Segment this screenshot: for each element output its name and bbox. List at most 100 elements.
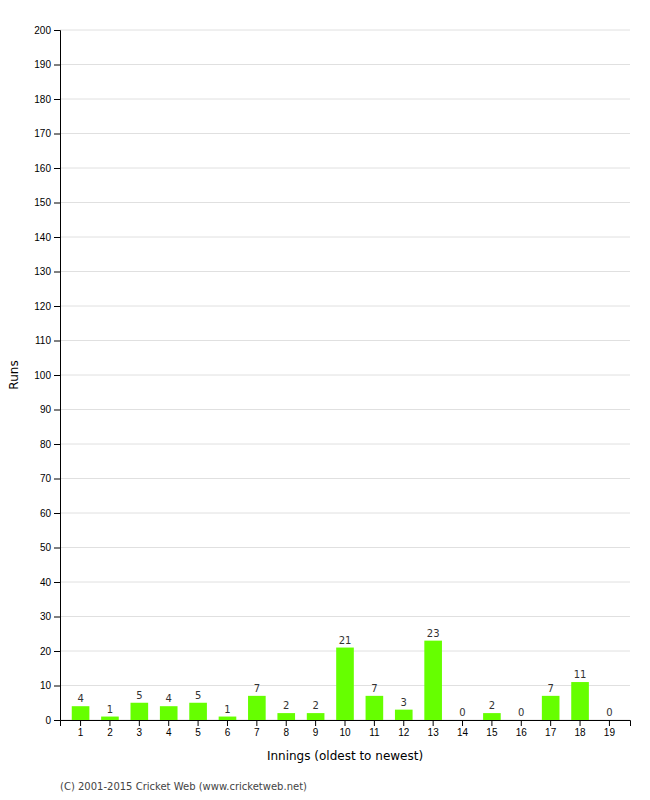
bar	[512, 720, 530, 721]
x-tick-label: 19	[604, 727, 616, 738]
x-tick: 11	[369, 720, 380, 738]
bar	[454, 720, 472, 721]
grid-line	[60, 168, 630, 169]
y-tick-mark	[54, 99, 60, 100]
bar	[277, 713, 295, 720]
y-tick-label: 160	[34, 163, 51, 174]
x-tick: 8	[283, 720, 289, 738]
x-tick-label: 4	[166, 727, 172, 738]
y-tick: 180	[34, 94, 60, 105]
y-tick-label: 60	[40, 508, 52, 519]
x-axis-line	[61, 721, 631, 727]
bars	[72, 641, 589, 720]
x-tick-label: 11	[369, 727, 380, 738]
x-tick-label: 8	[283, 727, 289, 738]
x-tick-mark	[198, 720, 199, 726]
y-tick-mark	[54, 134, 60, 135]
x-tick-label: 14	[457, 727, 469, 738]
grid-line	[60, 99, 630, 100]
y-tick-label: 120	[34, 301, 51, 312]
x-tick-mark	[609, 720, 610, 726]
y-tick: 170	[34, 128, 60, 139]
data-label: 4	[166, 693, 172, 704]
data-label: 11	[574, 669, 587, 680]
x-tick: 16	[516, 720, 528, 738]
y-tick-mark	[54, 686, 60, 687]
y-axis-line	[54, 31, 61, 721]
y-tick: 70	[40, 473, 60, 484]
x-tick: 19	[604, 720, 616, 738]
y-tick: 100	[34, 370, 60, 381]
y-tick-label: 90	[40, 404, 52, 415]
grid-line	[60, 444, 630, 445]
y-tick-mark	[54, 410, 60, 411]
y-tick: 130	[34, 266, 60, 277]
y-tick-label: 100	[34, 370, 51, 381]
x-tick: 1	[78, 720, 84, 738]
y-tick: 200	[34, 25, 60, 36]
y-tick-label: 140	[34, 232, 51, 243]
grid-line	[60, 271, 630, 272]
y-tick: 120	[34, 301, 60, 312]
y-tick: 60	[40, 508, 60, 519]
x-tick-label: 13	[428, 727, 440, 738]
x-tick-mark	[139, 720, 140, 726]
y-tick-label: 130	[34, 266, 51, 277]
y-tick-mark	[54, 444, 60, 445]
y-tick-label: 150	[34, 197, 51, 208]
data-label: 1	[107, 704, 113, 715]
y-tick-label: 110	[35, 335, 51, 346]
bar	[189, 703, 207, 720]
y-tick-label: 30	[40, 611, 52, 622]
bar	[395, 710, 413, 720]
y-tick: 50	[40, 542, 60, 553]
y-tick: 20	[40, 646, 60, 657]
x-tick-mark	[521, 720, 522, 726]
grid-line	[60, 340, 630, 341]
x-tick-label: 2	[107, 727, 113, 738]
y-tick-label: 20	[40, 646, 52, 657]
y-tick-mark	[54, 720, 60, 721]
y-tick: 40	[40, 577, 60, 588]
x-tick-label: 3	[137, 727, 143, 738]
x-tick-mark	[374, 720, 375, 726]
bar	[366, 696, 384, 720]
grid-line	[60, 133, 630, 134]
data-label: 5	[136, 690, 142, 701]
x-axis: 12345678910111213141516171819	[61, 720, 631, 738]
x-tick: 14	[457, 720, 469, 738]
y-tick-label: 50	[40, 542, 52, 553]
grid-line	[60, 616, 630, 617]
x-tick: 6	[225, 720, 231, 738]
bar	[72, 706, 90, 720]
data-label: 7	[371, 683, 377, 694]
x-tick-label: 16	[516, 727, 528, 738]
x-tick-label: 1	[78, 727, 84, 738]
y-tick: 30	[40, 611, 60, 622]
y-tick-mark	[54, 203, 60, 204]
bar	[160, 706, 178, 720]
y-tick-mark	[54, 65, 60, 66]
x-tick: 10	[339, 720, 351, 738]
grid-line	[60, 202, 630, 203]
x-tick-label: 9	[313, 727, 319, 738]
y-axis: 0102030405060708090100110120130140150160…	[34, 25, 60, 726]
y-tick: 90	[40, 404, 60, 415]
grid-line	[60, 306, 630, 307]
bar	[424, 641, 442, 720]
y-tick-label: 200	[34, 25, 51, 36]
bar	[542, 696, 560, 720]
x-tick-mark	[550, 720, 551, 726]
x-tick-mark	[109, 720, 110, 726]
chart: 4154517222173230207110123456789101112131…	[0, 0, 650, 800]
y-tick-label: 10	[40, 680, 52, 691]
x-tick-label: 12	[398, 727, 410, 738]
y-tick-mark	[54, 306, 60, 307]
x-tick-label: 10	[339, 727, 351, 738]
bar	[248, 696, 266, 720]
y-tick: 10	[40, 680, 60, 691]
x-axis-title: Innings (oldest to newest)	[267, 749, 423, 763]
x-tick-label: 18	[574, 727, 586, 738]
grid-line	[60, 409, 630, 410]
data-label: 4	[77, 693, 83, 704]
